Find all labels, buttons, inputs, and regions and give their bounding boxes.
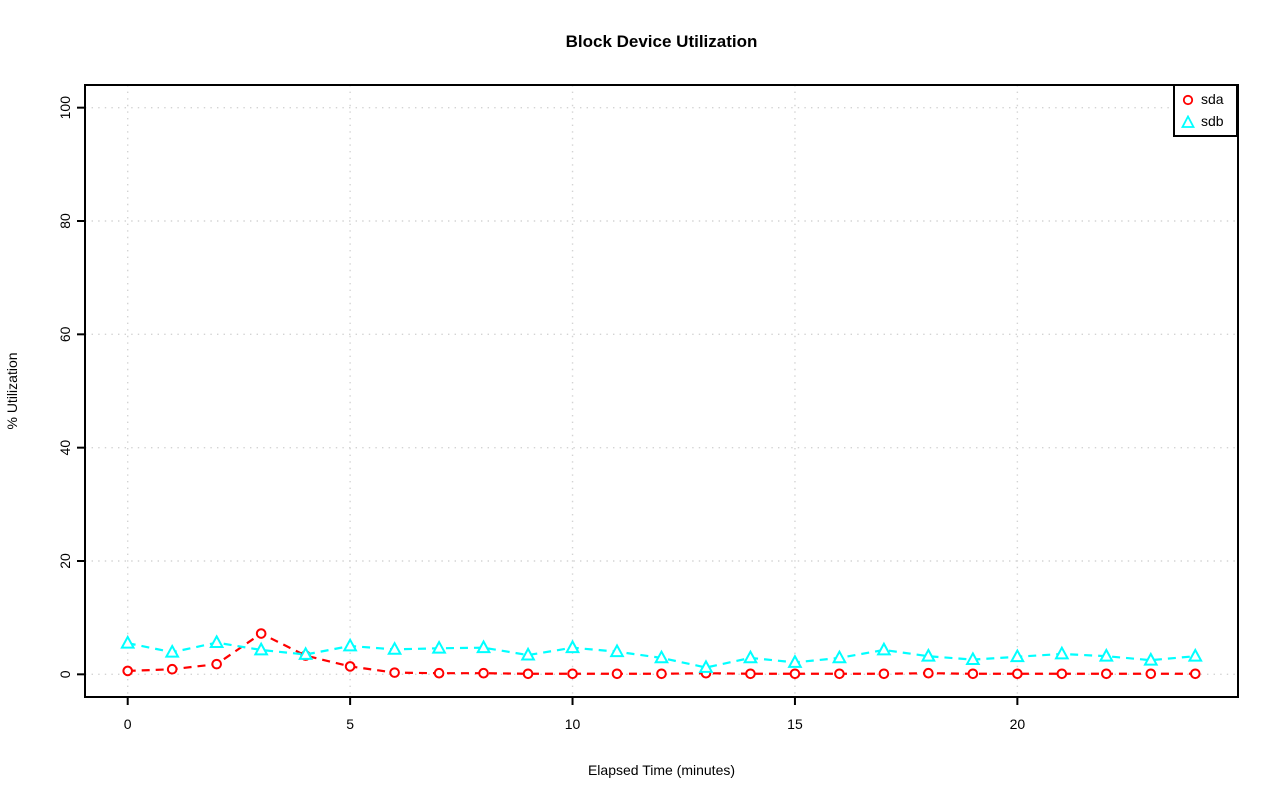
- data-point-sda: [211, 658, 222, 670]
- y-tick-label: 60: [57, 326, 73, 342]
- x-tick-label: 5: [346, 716, 354, 732]
- data-point-sda: [834, 668, 845, 680]
- data-point-sda: [1056, 668, 1068, 680]
- data-point-sda: [1145, 668, 1157, 680]
- legend-item-sdb: sdb: [1181, 112, 1230, 131]
- data-point-sda: [1189, 668, 1201, 680]
- data-point-sdb: [253, 641, 269, 656]
- legend-label-sda: sda: [1201, 91, 1224, 107]
- sdb-triangle-icon: [1181, 114, 1195, 128]
- data-point-sdb: [520, 646, 536, 661]
- x-tick-label: 20: [1010, 716, 1026, 732]
- data-point-sdb: [1187, 647, 1203, 662]
- data-point-sda: [745, 668, 756, 680]
- data-point-sdb: [1054, 645, 1070, 660]
- data-point-sdb: [298, 646, 314, 660]
- data-point-sda: [923, 667, 934, 679]
- x-tick-label: 10: [565, 716, 581, 732]
- data-point-sda: [344, 661, 356, 672]
- data-point-sda: [122, 665, 134, 677]
- y-tick-label: 40: [57, 440, 73, 456]
- data-point-sda: [967, 668, 979, 680]
- data-point-sdb: [164, 643, 180, 658]
- data-point-sda: [878, 668, 890, 680]
- y-tick-label: 100: [57, 96, 73, 120]
- data-point-sda: [656, 668, 667, 680]
- legend-item-sda: sda: [1181, 90, 1230, 109]
- data-point-sda: [255, 628, 267, 639]
- data-point-sdb: [1143, 651, 1159, 666]
- sda-circle-icon: [1182, 94, 1194, 105]
- data-point-sdb: [387, 641, 403, 655]
- data-point-sdb: [476, 639, 492, 654]
- x-tick-label: 0: [124, 716, 132, 732]
- data-point-sdb: [965, 651, 981, 665]
- data-point-sdb: [342, 637, 358, 652]
- data-point-sdb: [876, 641, 892, 656]
- data-point-sda: [611, 668, 623, 680]
- data-point-sdb: [831, 649, 847, 664]
- legend-label-sdb: sdb: [1201, 113, 1224, 129]
- data-point-sda: [166, 663, 178, 675]
- data-point-sdb: [431, 639, 447, 654]
- y-axis-label: % Utilization: [4, 352, 20, 430]
- data-point-sda: [433, 667, 445, 679]
- data-point-sda: [567, 668, 578, 680]
- data-point-sdb: [1098, 647, 1114, 662]
- data-point-sdb: [787, 654, 803, 668]
- data-point-sdb: [1009, 648, 1025, 663]
- data-point-sdb: [120, 634, 136, 649]
- data-point-sda: [389, 667, 400, 678]
- x-tick-label: 15: [787, 716, 803, 732]
- y-tick-label: 20: [57, 553, 73, 569]
- chart-title: Block Device Utilization: [565, 32, 758, 51]
- x-axis-label: Elapsed Time (minutes): [587, 762, 736, 778]
- data-point-sda: [522, 668, 534, 680]
- data-point-sdb: [565, 639, 581, 654]
- data-point-sdb: [654, 649, 669, 664]
- data-point-sdb: [698, 659, 714, 673]
- data-point-sda: [789, 668, 801, 680]
- data-point-sda: [1012, 668, 1023, 680]
- plot-border: [84, 84, 1239, 698]
- data-point-sda: [478, 667, 489, 679]
- y-tick-label: 80: [57, 213, 73, 229]
- data-point-sdb: [920, 647, 936, 662]
- data-point-sdb: [742, 649, 758, 664]
- data-point-sdb: [209, 634, 225, 648]
- data-point-sda: [1101, 668, 1112, 680]
- data-point-sdb: [609, 643, 625, 658]
- y-tick-label: 0: [57, 670, 73, 678]
- legend: sda sdb: [1173, 84, 1238, 137]
